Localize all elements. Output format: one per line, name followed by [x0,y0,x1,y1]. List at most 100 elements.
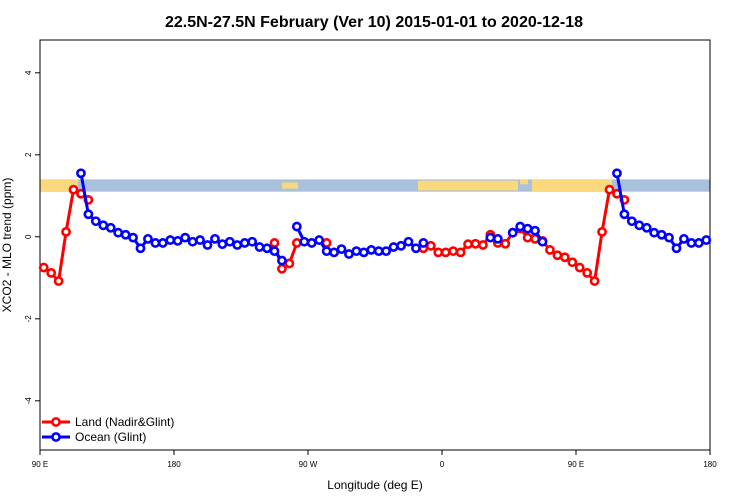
data-point [128,232,138,243]
land-patch [532,179,560,192]
data-point [433,247,444,258]
data-point [485,232,496,243]
data-point [321,246,332,257]
data-point [187,236,198,247]
data-point [195,235,205,245]
data-point [90,216,101,227]
x-tick-label: 180 [167,460,181,469]
data-point [262,243,272,254]
data-point [388,242,399,252]
data-point [500,238,511,249]
map-strip [40,179,710,192]
series-land [38,184,630,286]
legend-label-land: Land (Nadir&Glint) [75,415,174,429]
data-point [68,184,79,195]
data-point [671,243,682,254]
data-point [425,240,436,251]
data-point [545,245,555,255]
data-point [619,209,630,220]
data-point [582,267,593,278]
data-point [150,238,161,248]
data-point [135,243,146,254]
data-point [143,233,153,244]
data-point [448,246,459,257]
data-point [61,226,71,237]
data-point [157,238,168,248]
y-axis: 4 2 0 -2 -4 [24,70,40,404]
land-patch [40,179,78,192]
y-tick-label: 0 [24,234,33,239]
land-patch [520,179,528,185]
data-point [291,238,302,248]
legend-item-ocean: Ocean (Glint) [42,430,146,444]
x-tick-label: 90 W [299,460,318,469]
data-point [403,236,414,247]
data-point [46,267,57,278]
data-point [693,238,704,248]
data-point [552,250,563,261]
data-point [239,238,250,248]
data-point [411,243,421,254]
data-point [351,246,362,257]
data-point [358,247,369,258]
data-point [634,220,645,231]
x-tick-label: 0 [440,460,445,469]
data-point [597,226,607,237]
legend-label-ocean: Ocean (Glint) [75,430,146,444]
data-point [329,247,339,258]
y-tick-label: 4 [24,70,33,75]
chart-title: 22.5N-27.5N February (Ver 10) 2015-01-01… [165,14,583,31]
x-axis: 90 E 180 90 W 0 90 E 180 [32,450,717,469]
data-point [515,221,526,232]
data-point [232,240,243,250]
data-point [269,246,280,257]
data-point [604,184,615,195]
data-point [701,235,712,245]
legend: Land (Nadir&Glint) Ocean (Glint) [42,415,174,444]
y-axis-label: XCO2 - MLO trend (ppm) [0,178,14,313]
data-point [522,223,533,234]
legend-item-land: Land (Nadir&Glint) [42,415,174,429]
data-point [83,209,94,220]
land-patch [282,182,298,189]
data-point [530,225,540,236]
data-point [649,227,660,238]
y-tick-label: -2 [24,315,33,323]
data-point [224,236,235,247]
y-tick-label: -4 [24,397,33,405]
data-point [567,257,578,268]
data-point [113,227,124,238]
data-point [120,229,131,240]
data-point [254,242,265,252]
data-point [291,221,302,232]
data-point [478,240,488,250]
data-point [314,235,325,245]
data-point [105,222,116,233]
data-point [559,252,570,263]
data-point [612,168,622,179]
x-axis-label: Longitude (deg E) [327,478,422,492]
data-point [202,240,213,250]
data-point [679,233,689,244]
data-point [664,232,674,243]
data-point [522,232,533,243]
legend-marker-ocean [51,432,61,442]
land-patch [560,179,612,192]
data-point [38,262,49,273]
data-point [344,249,354,259]
data-point [440,247,451,258]
y-tick-label: 2 [24,152,33,157]
data-point [247,236,258,247]
data-point [626,216,637,227]
data-point [284,258,295,269]
data-point [76,168,86,179]
data-point [470,238,481,249]
data-point [277,263,287,274]
data-point [574,262,585,273]
series-layer [38,168,712,286]
land-patch [418,180,518,191]
data-point [686,238,697,248]
data-point [492,233,503,244]
x-tick-label: 90 E [568,460,584,469]
